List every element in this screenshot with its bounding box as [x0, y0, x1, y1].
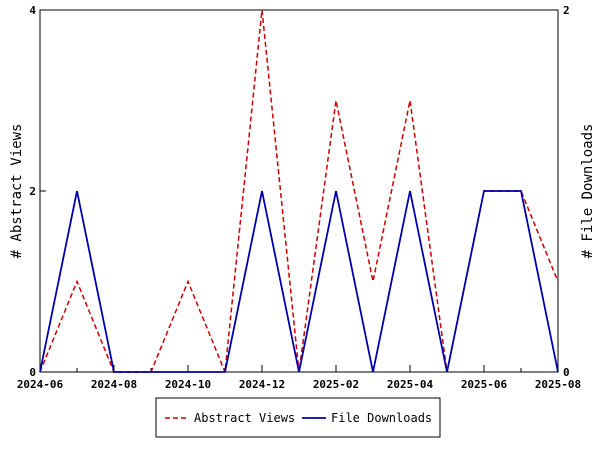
x-tick-label: 2025-04	[387, 378, 434, 391]
y-right-tick-label: 0	[563, 366, 570, 379]
plot-area	[39, 9, 559, 373]
y-left-tick-label: 2	[29, 185, 36, 198]
series-line-file-downloads	[39, 190, 559, 373]
x-tick-label: 2024-12	[239, 378, 285, 391]
y-axis-right: 02	[552, 4, 570, 379]
y-left-tick-label: 4	[29, 4, 36, 17]
legend: Abstract Views File Downloads	[155, 397, 441, 438]
series-layer	[39, 9, 559, 373]
x-tick-label: 2024-10	[165, 378, 211, 391]
y-axis-right-title: # File Downloads	[580, 124, 596, 259]
x-tick-label: 2025-08	[535, 378, 581, 391]
y-axis-left-title: # Abstract Views	[9, 124, 25, 259]
x-tick-label: 2025-06	[461, 378, 508, 391]
x-tick-label: 2024-08	[91, 378, 137, 391]
x-tick-label: 2024-06	[17, 378, 64, 391]
y-left-tick-label: 0	[29, 366, 36, 379]
x-axis: 2024-06 2024-08 2024-10 2024-12 2025-02 2025-…	[17, 365, 581, 391]
legend-label-abstract-views: Abstract Views	[194, 411, 295, 425]
legend-box	[155, 397, 441, 438]
y-right-tick-label: 2	[563, 4, 570, 17]
x-tick-label: 2025-02	[313, 378, 359, 391]
y-axis-left: 0 2 4	[29, 4, 46, 379]
legend-label-file-downloads: File Downloads	[331, 411, 432, 425]
